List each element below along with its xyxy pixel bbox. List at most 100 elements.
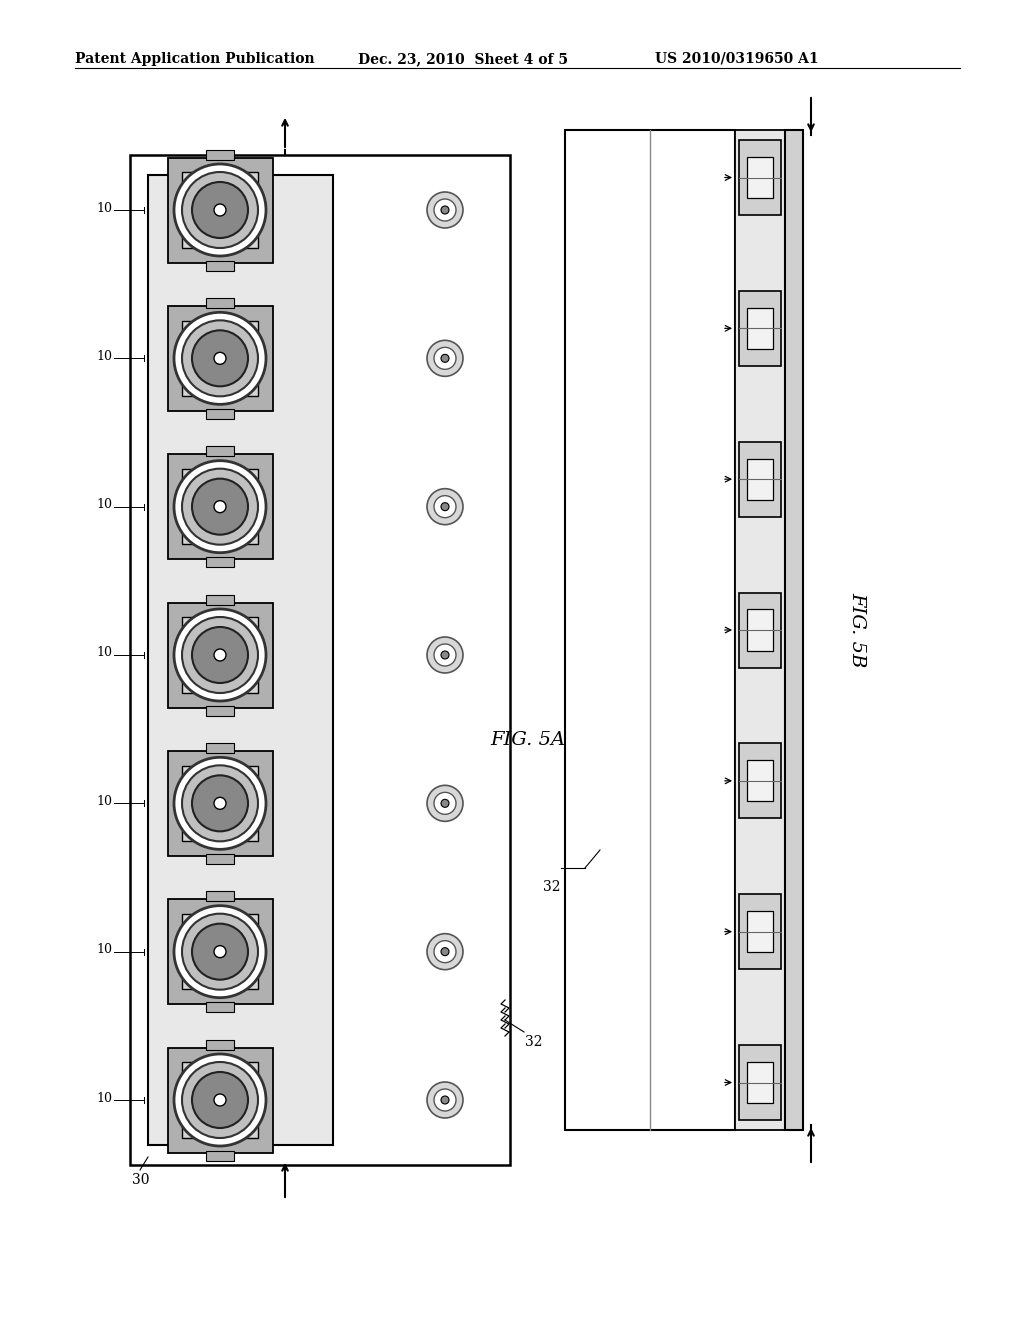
Circle shape xyxy=(441,800,449,808)
Bar xyxy=(206,1040,234,1049)
Bar xyxy=(206,594,234,605)
Bar xyxy=(168,454,272,560)
Circle shape xyxy=(214,649,226,661)
Circle shape xyxy=(182,766,258,841)
Circle shape xyxy=(193,1072,248,1129)
Circle shape xyxy=(214,945,226,958)
Bar xyxy=(168,306,272,411)
Bar xyxy=(206,1151,234,1160)
Circle shape xyxy=(441,1096,449,1104)
Circle shape xyxy=(174,906,266,998)
Circle shape xyxy=(434,347,456,370)
Circle shape xyxy=(182,616,258,693)
Circle shape xyxy=(174,164,266,256)
Circle shape xyxy=(214,205,226,216)
Bar xyxy=(735,129,785,1130)
Bar xyxy=(182,1063,258,1138)
Circle shape xyxy=(441,948,449,956)
Circle shape xyxy=(174,1053,266,1146)
Bar xyxy=(182,321,258,396)
Bar xyxy=(748,308,772,348)
Text: 10: 10 xyxy=(96,202,112,214)
Text: 10: 10 xyxy=(96,795,112,808)
Bar xyxy=(168,602,272,708)
Text: 32: 32 xyxy=(543,880,560,894)
Text: 30: 30 xyxy=(132,1173,150,1187)
Bar xyxy=(182,469,258,544)
Circle shape xyxy=(214,797,226,809)
Bar xyxy=(739,140,781,215)
Circle shape xyxy=(182,1063,258,1138)
Bar xyxy=(739,290,781,366)
Text: FIG. 5A: FIG. 5A xyxy=(490,731,565,748)
Bar xyxy=(130,154,510,1166)
Circle shape xyxy=(182,321,258,396)
Bar xyxy=(748,760,772,801)
Bar xyxy=(739,442,781,516)
Bar xyxy=(168,1048,272,1152)
Bar xyxy=(748,458,772,500)
Bar xyxy=(785,129,803,1130)
Text: 10: 10 xyxy=(96,944,112,956)
Bar xyxy=(182,618,258,693)
Bar xyxy=(565,129,735,1130)
Bar xyxy=(748,1061,772,1104)
Text: 10: 10 xyxy=(96,1092,112,1105)
Circle shape xyxy=(193,330,248,387)
Circle shape xyxy=(193,775,248,832)
Circle shape xyxy=(427,933,463,970)
Bar xyxy=(206,891,234,902)
Bar xyxy=(206,446,234,457)
Text: Patent Application Publication: Patent Application Publication xyxy=(75,51,314,66)
Circle shape xyxy=(193,479,248,535)
Circle shape xyxy=(441,354,449,362)
Bar xyxy=(748,610,772,651)
Circle shape xyxy=(427,191,463,228)
Text: FIG. 5B: FIG. 5B xyxy=(848,593,866,668)
Bar xyxy=(182,913,258,990)
Circle shape xyxy=(441,651,449,659)
Circle shape xyxy=(427,488,463,524)
Text: 10: 10 xyxy=(96,498,112,511)
Bar xyxy=(206,854,234,863)
Bar xyxy=(739,894,781,969)
Text: 32: 32 xyxy=(525,1035,543,1049)
Bar xyxy=(168,157,272,263)
Bar xyxy=(182,766,258,841)
Circle shape xyxy=(427,1082,463,1118)
Bar xyxy=(206,149,234,160)
Circle shape xyxy=(214,1094,226,1106)
Circle shape xyxy=(182,469,258,545)
Bar xyxy=(739,1045,781,1119)
Circle shape xyxy=(427,638,463,673)
Bar xyxy=(206,557,234,568)
Circle shape xyxy=(434,941,456,962)
Circle shape xyxy=(174,461,266,553)
Bar xyxy=(206,1002,234,1012)
Circle shape xyxy=(441,206,449,214)
Circle shape xyxy=(182,913,258,990)
Circle shape xyxy=(193,182,248,238)
Bar xyxy=(148,176,333,1144)
Circle shape xyxy=(174,758,266,849)
Bar xyxy=(206,705,234,715)
Bar xyxy=(206,298,234,308)
Text: US 2010/0319650 A1: US 2010/0319650 A1 xyxy=(655,51,818,66)
Circle shape xyxy=(427,341,463,376)
Circle shape xyxy=(434,1089,456,1111)
Circle shape xyxy=(434,199,456,220)
Bar xyxy=(739,743,781,818)
Bar xyxy=(206,743,234,752)
Bar xyxy=(206,409,234,418)
Bar xyxy=(182,172,258,248)
Circle shape xyxy=(174,313,266,404)
Circle shape xyxy=(427,785,463,821)
Circle shape xyxy=(434,792,456,814)
Text: 10: 10 xyxy=(96,647,112,660)
Circle shape xyxy=(441,503,449,511)
Circle shape xyxy=(214,500,226,512)
Circle shape xyxy=(193,627,248,682)
Bar xyxy=(748,157,772,198)
Circle shape xyxy=(214,352,226,364)
Circle shape xyxy=(174,609,266,701)
